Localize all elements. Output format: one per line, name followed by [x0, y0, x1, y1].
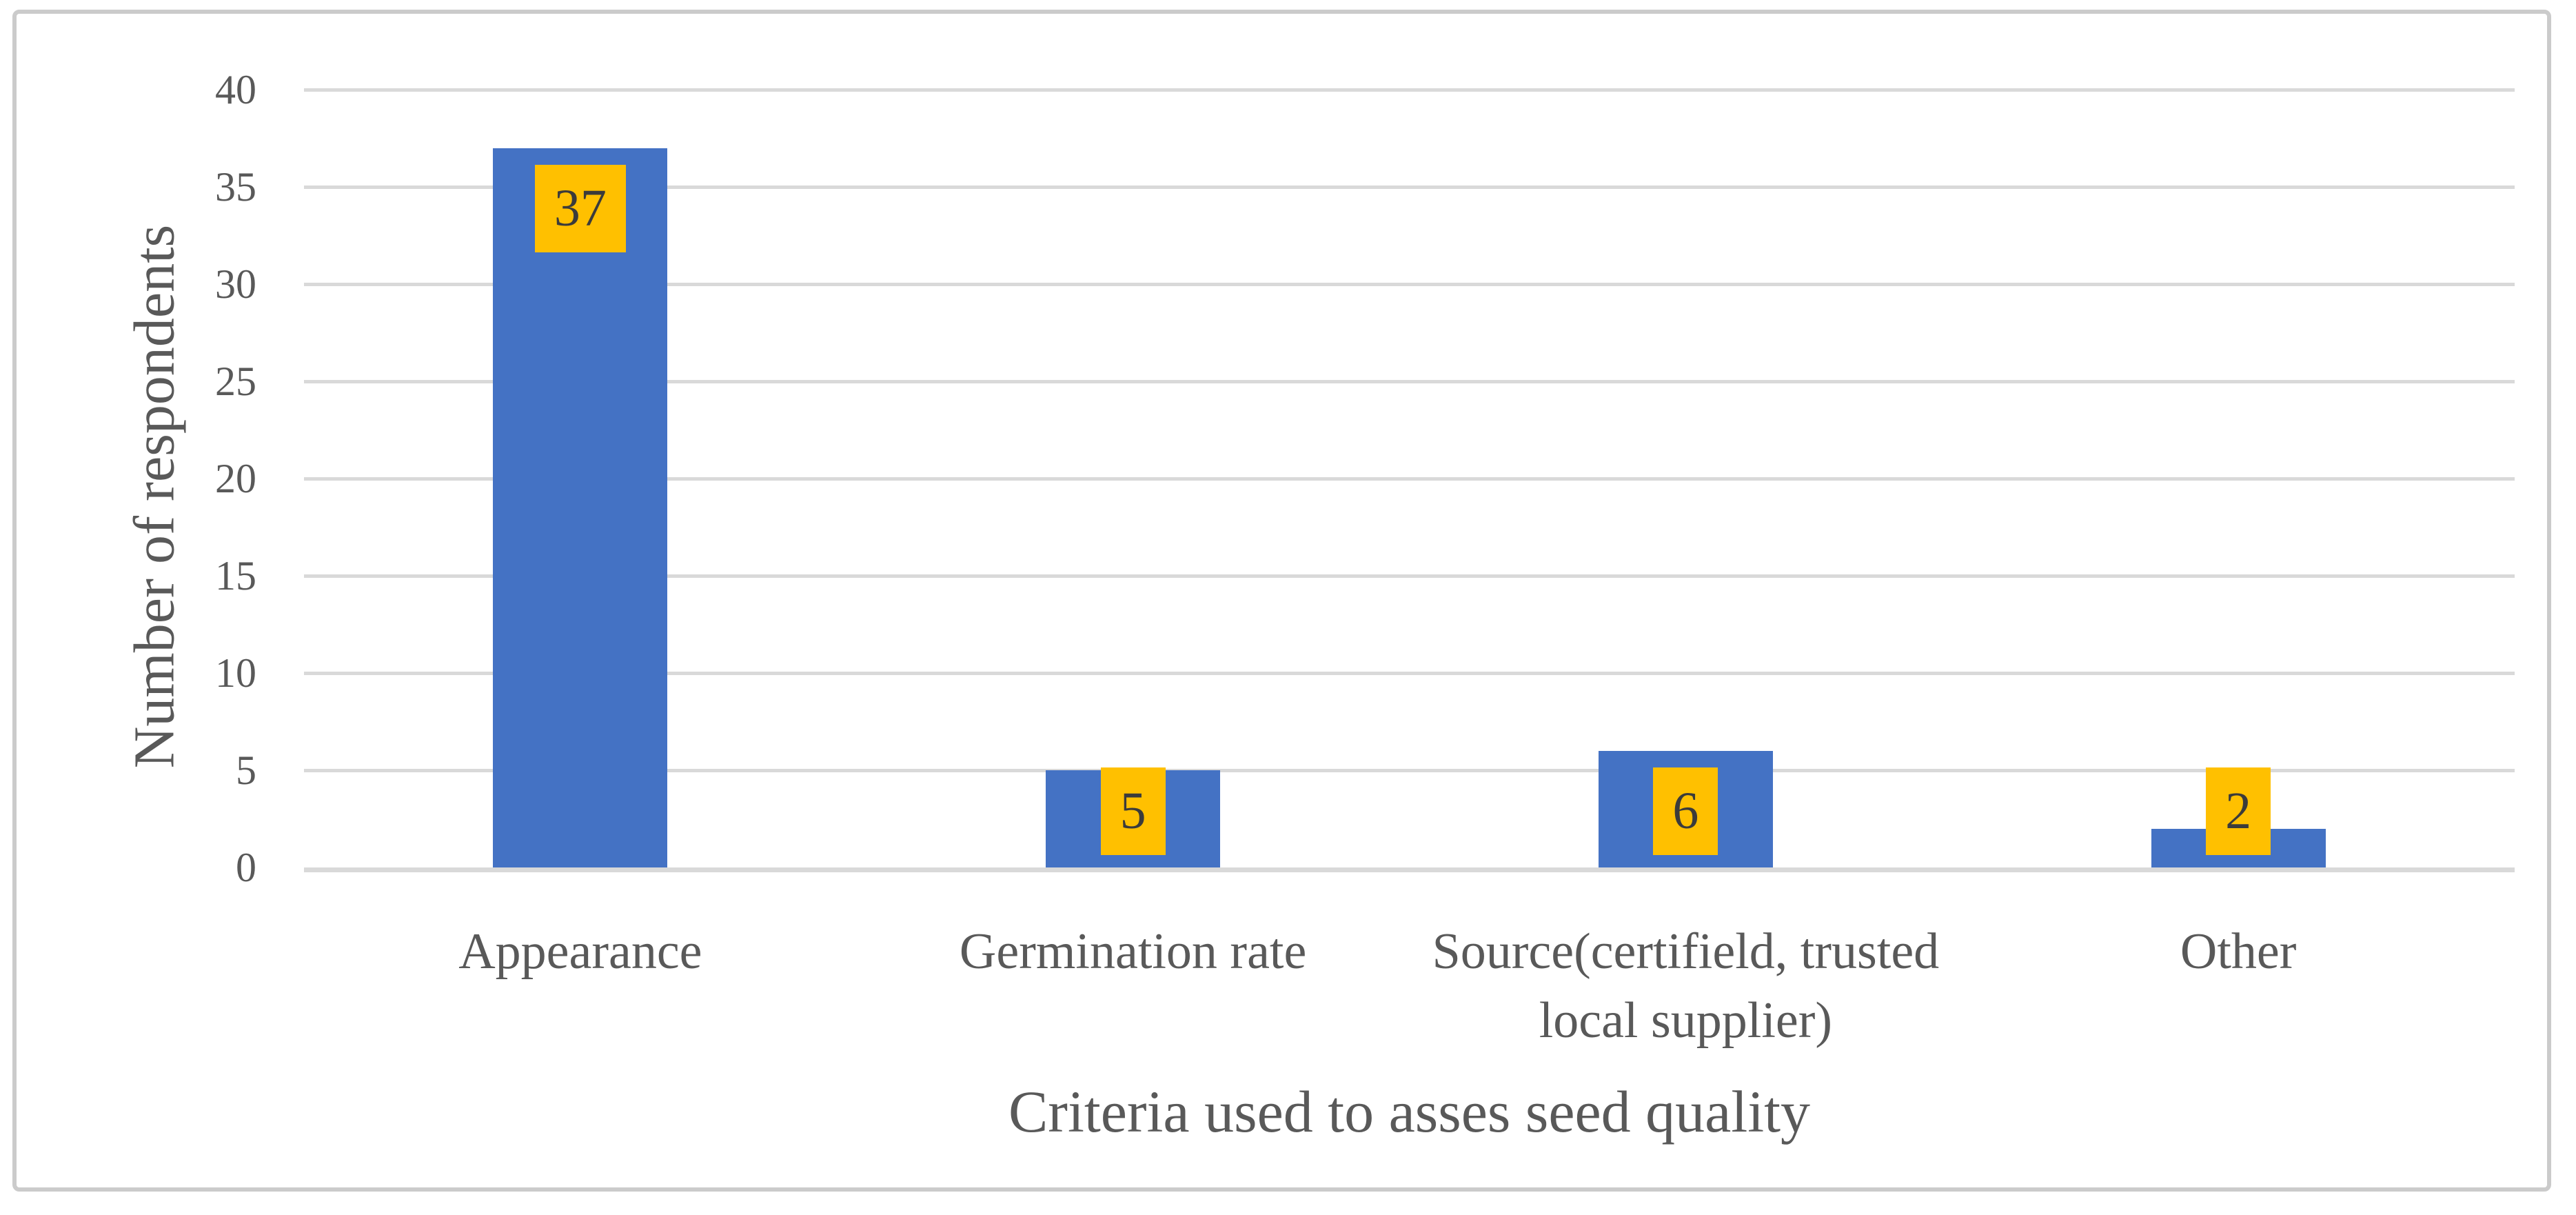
y-tick-label-0: 0 — [236, 845, 256, 890]
gridline-y25 — [304, 380, 2515, 383]
gridline-y20 — [304, 477, 2515, 481]
category-label-other: Other — [2180, 923, 2297, 980]
data-label-6: 6 — [1653, 767, 1718, 855]
data-label-37: 37 — [534, 164, 626, 252]
y-tick-label-5: 5 — [236, 747, 256, 793]
gridline-y40 — [304, 88, 2515, 92]
y-tick-label-35: 35 — [215, 164, 256, 210]
y-tick-label-20: 20 — [215, 456, 256, 501]
x-axis-title: Criteria used to asses seed quality — [1008, 1078, 1811, 1145]
category-label-source-certifield-trusted-local-supplier: Source(certifield, trusted local supplie… — [1432, 923, 1940, 1049]
chart-border-frame: Number of respondents 37 5 6 2 Appearance Ge… — [12, 10, 2551, 1192]
bar-appearance — [493, 148, 668, 867]
y-tick-label-30: 30 — [215, 261, 256, 307]
y-tick-label-40: 40 — [215, 67, 256, 112]
gridline-y15 — [304, 574, 2515, 578]
data-label-5: 5 — [1100, 767, 1166, 855]
gridline-y5 — [304, 769, 2515, 772]
gridline-y10 — [304, 672, 2515, 675]
data-label-2: 2 — [2206, 767, 2271, 855]
gridline-y35 — [304, 185, 2515, 189]
category-label-germination-rate: Germination rate — [959, 923, 1307, 980]
y-tick-label-10: 10 — [215, 650, 256, 696]
y-tick-label-25: 25 — [215, 359, 256, 404]
category-label-appearance: Appearance — [458, 923, 702, 980]
plot-area: 37 5 6 2 — [304, 88, 2515, 872]
y-tick-label-15: 15 — [215, 553, 256, 599]
gridline-y30 — [304, 283, 2515, 286]
